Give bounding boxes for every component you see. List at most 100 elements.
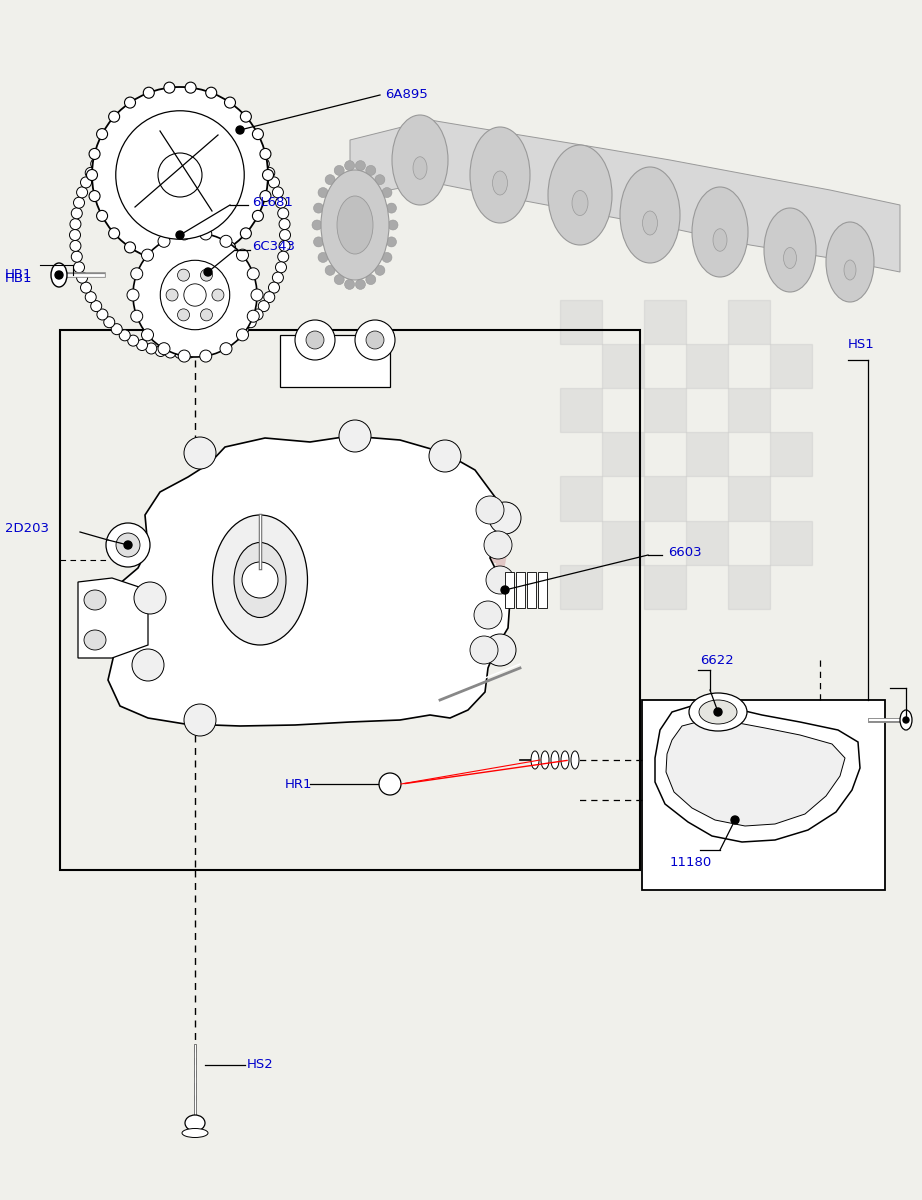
Circle shape [106, 523, 150, 566]
Ellipse shape [184, 112, 195, 124]
Ellipse shape [212, 515, 308, 646]
Ellipse shape [241, 112, 252, 122]
Ellipse shape [155, 114, 166, 125]
Ellipse shape [252, 308, 263, 320]
Ellipse shape [127, 289, 139, 301]
Bar [505, 572, 514, 608]
Ellipse shape [382, 187, 392, 198]
Ellipse shape [313, 236, 324, 247]
Ellipse shape [182, 1128, 208, 1138]
Ellipse shape [279, 240, 290, 251]
Ellipse shape [143, 252, 154, 263]
Ellipse shape [203, 116, 214, 127]
Polygon shape [350, 120, 900, 272]
Ellipse shape [268, 282, 279, 293]
Ellipse shape [158, 343, 170, 355]
Bar [60, 330, 640, 870]
Ellipse shape [548, 145, 612, 245]
Ellipse shape [220, 235, 232, 247]
Ellipse shape [238, 324, 249, 335]
Circle shape [484, 530, 512, 559]
Ellipse shape [251, 289, 263, 301]
Ellipse shape [155, 346, 166, 356]
Ellipse shape [109, 112, 120, 122]
Ellipse shape [234, 542, 286, 618]
Ellipse shape [128, 335, 138, 346]
Ellipse shape [143, 88, 154, 98]
Ellipse shape [165, 347, 176, 358]
Ellipse shape [89, 191, 100, 202]
Ellipse shape [713, 229, 727, 251]
Ellipse shape [185, 82, 196, 94]
Circle shape [714, 708, 722, 716]
Ellipse shape [355, 280, 365, 289]
Text: 6622: 6622 [700, 654, 734, 666]
Ellipse shape [178, 228, 190, 240]
Ellipse shape [203, 343, 214, 354]
Bar [644, 476, 686, 521]
Ellipse shape [334, 166, 344, 175]
Ellipse shape [104, 317, 114, 328]
Ellipse shape [253, 128, 264, 139]
Ellipse shape [128, 124, 138, 134]
Text: 2D203: 2D203 [5, 522, 49, 535]
Bar [728, 389, 770, 432]
Text: 6C343: 6C343 [252, 240, 295, 253]
Polygon shape [108, 436, 510, 726]
Ellipse shape [146, 116, 157, 127]
Ellipse shape [185, 1115, 205, 1130]
Bar [516, 572, 525, 608]
Bar [770, 432, 812, 476]
Circle shape [379, 773, 401, 794]
Ellipse shape [531, 751, 539, 769]
Ellipse shape [164, 82, 175, 94]
Ellipse shape [278, 208, 289, 218]
Ellipse shape [178, 269, 190, 281]
Ellipse shape [386, 236, 396, 247]
Ellipse shape [112, 136, 123, 146]
Ellipse shape [136, 120, 148, 131]
Ellipse shape [413, 157, 427, 179]
Ellipse shape [264, 167, 275, 179]
Bar [728, 300, 770, 344]
Circle shape [160, 260, 230, 330]
Circle shape [501, 586, 509, 594]
Ellipse shape [388, 220, 398, 230]
Circle shape [903, 716, 909, 722]
Ellipse shape [276, 262, 287, 272]
Ellipse shape [165, 112, 176, 124]
Ellipse shape [97, 150, 108, 161]
Bar [642, 700, 885, 890]
Ellipse shape [470, 127, 530, 223]
Ellipse shape [264, 292, 275, 302]
Polygon shape [655, 704, 860, 842]
Ellipse shape [119, 130, 130, 140]
Circle shape [242, 562, 278, 598]
Ellipse shape [252, 150, 263, 161]
Ellipse shape [386, 203, 396, 214]
Text: 11180: 11180 [670, 856, 713, 869]
Ellipse shape [84, 630, 106, 650]
Bar [686, 344, 728, 389]
Ellipse shape [71, 251, 82, 262]
Ellipse shape [230, 130, 241, 140]
Ellipse shape [643, 211, 657, 235]
Ellipse shape [74, 197, 85, 209]
Ellipse shape [206, 252, 217, 263]
Ellipse shape [375, 265, 384, 275]
Ellipse shape [97, 210, 108, 221]
Ellipse shape [184, 347, 195, 358]
Ellipse shape [112, 324, 123, 335]
Circle shape [429, 440, 461, 472]
Ellipse shape [220, 343, 232, 355]
Ellipse shape [85, 167, 96, 179]
Bar [560, 476, 602, 521]
Ellipse shape [541, 751, 549, 769]
Ellipse shape [241, 228, 252, 239]
Circle shape [366, 331, 384, 349]
Ellipse shape [200, 308, 212, 320]
Ellipse shape [844, 260, 856, 280]
Circle shape [184, 704, 216, 736]
Circle shape [295, 320, 335, 360]
Circle shape [470, 636, 498, 664]
